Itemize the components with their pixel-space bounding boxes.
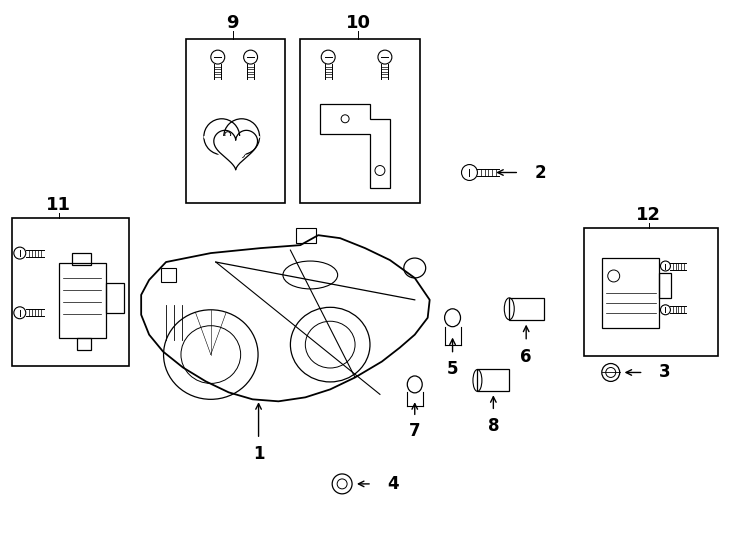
Bar (300, 39, 420, 204)
Text: 7: 7 (409, 422, 421, 440)
Text: 1: 1 (252, 445, 264, 463)
Bar (584, 228, 718, 355)
Text: 2: 2 (534, 164, 546, 181)
Bar (161, 268, 176, 282)
Text: 10: 10 (346, 14, 371, 32)
Text: 8: 8 (487, 417, 499, 435)
Bar (76, 338, 92, 349)
Bar (659, 273, 672, 298)
Bar (602, 258, 659, 328)
Bar (509, 298, 544, 320)
Text: 11: 11 (46, 197, 71, 214)
Bar (297, 228, 316, 243)
Bar (12, 218, 129, 366)
Text: 5: 5 (447, 361, 458, 379)
Polygon shape (204, 137, 260, 168)
Bar (477, 369, 509, 392)
Text: 12: 12 (636, 206, 661, 224)
Text: 3: 3 (658, 363, 670, 381)
Text: 6: 6 (520, 348, 532, 366)
Text: 4: 4 (387, 475, 399, 493)
Text: 9: 9 (227, 14, 239, 32)
Bar (59, 263, 106, 338)
Bar (71, 253, 92, 265)
Bar (186, 39, 286, 204)
Bar (106, 283, 124, 313)
